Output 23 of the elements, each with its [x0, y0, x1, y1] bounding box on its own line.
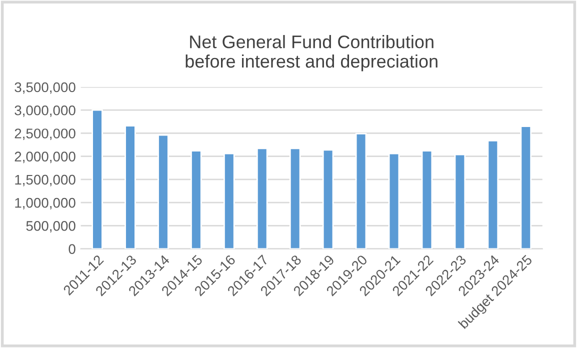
y-tick-label: 1,500,000 [15, 174, 76, 186]
bar [256, 148, 268, 249]
y-tick-label: 1,000,000 [15, 198, 76, 210]
bar [158, 134, 169, 249]
bar [289, 148, 301, 249]
y-tick-label: 0 [68, 244, 76, 254]
bar [388, 152, 400, 249]
bar [487, 140, 499, 249]
y-tick-label: 500,000 [26, 221, 76, 233]
bar [355, 133, 367, 249]
bar [520, 126, 532, 249]
y-tick-label: 2,000,000 [14, 152, 76, 164]
y-tick-label: 3,000,000 [14, 105, 76, 117]
bar [224, 152, 235, 249]
bar [322, 149, 334, 249]
bar [124, 125, 136, 249]
y-tick-label: 2,500,000 [14, 128, 76, 140]
bar [421, 150, 433, 249]
bar [190, 150, 202, 249]
bar [92, 109, 103, 249]
bar [454, 154, 466, 249]
y-tick-label: 3,500,000 [14, 82, 76, 94]
chart-title: Net General Fund Contribution before interest and depreciation [186, 35, 438, 72]
